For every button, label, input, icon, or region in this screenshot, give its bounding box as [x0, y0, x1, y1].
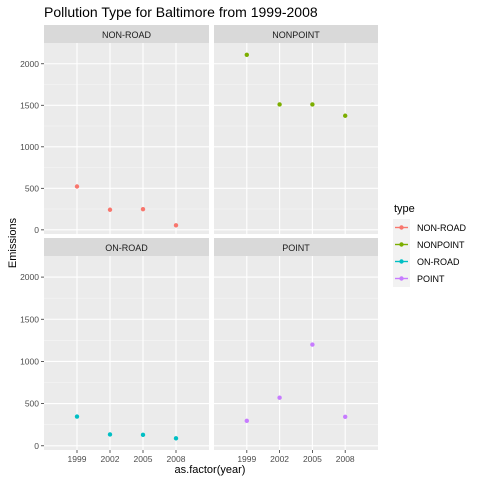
- data-point: [173, 223, 179, 228]
- panel-nonpoint: NONPOINT: [214, 25, 378, 234]
- x-tick-label: 2008: [336, 454, 355, 464]
- facet-strip: [214, 238, 378, 256]
- legend-point: [399, 225, 404, 230]
- panel-on-road: ON-ROAD: [44, 238, 209, 450]
- facet-strip: [214, 25, 378, 43]
- data-point: [74, 184, 80, 189]
- data-point: [244, 52, 249, 57]
- x-tick-label: 1999: [68, 454, 87, 464]
- data-point: [343, 113, 348, 118]
- x-axis-ticks: 1999 2002 2005 2008 1999 2002 2005 2008: [68, 450, 355, 464]
- data-point: [140, 206, 146, 212]
- y-tick-label: 500: [25, 183, 39, 193]
- panel-background: [214, 43, 378, 234]
- legend: type NON-ROAD NONPOINT ON-ROAD POINT: [393, 203, 466, 287]
- y-tick-label: 500: [25, 399, 39, 409]
- legend-entry: NON-ROAD: [393, 219, 466, 236]
- legend-point: [399, 242, 404, 247]
- data-point: [343, 414, 348, 419]
- facet-strip-label: NONPOINT: [272, 30, 320, 40]
- data-point: [140, 432, 146, 438]
- panel-point: POINT: [214, 238, 378, 450]
- legend-label: NON-ROAD: [417, 223, 466, 233]
- y-tick-label: 2000: [20, 59, 39, 69]
- facet-panels: NON-ROAD NONPOINT ON-ROAD POINT: [44, 25, 378, 450]
- x-tick-label: 2008: [167, 454, 186, 464]
- legend-label: ON-ROAD: [417, 257, 460, 267]
- chart-title: Pollution Type for Baltimore from 1999-2…: [44, 4, 318, 20]
- facet-strip: [44, 25, 209, 43]
- panel-non-road: NON-ROAD: [44, 25, 209, 234]
- legend-label: NONPOINT: [417, 240, 465, 250]
- panel-background: [44, 256, 209, 450]
- y-tick-label: 1000: [20, 142, 39, 152]
- y-axis-label: Emissions: [7, 217, 19, 268]
- panel-background: [214, 256, 378, 450]
- legend-title: type: [394, 203, 415, 215]
- y-tick-label: 1000: [20, 356, 39, 366]
- facet-strip-label: POINT: [282, 243, 310, 253]
- legend-entry: NONPOINT: [393, 236, 465, 253]
- y-tick-label: 1500: [20, 314, 39, 324]
- y-tick-label: 2000: [20, 272, 39, 282]
- y-tick-label: 0: [34, 225, 39, 235]
- data-point: [310, 342, 315, 347]
- x-tick-label: 2002: [270, 454, 289, 464]
- data-point: [173, 436, 179, 441]
- data-point: [107, 207, 113, 212]
- legend-label: POINT: [417, 274, 445, 284]
- x-tick-label: 2005: [134, 454, 153, 464]
- panel-background: [44, 43, 209, 234]
- data-point: [277, 102, 282, 107]
- data-point: [74, 414, 80, 419]
- data-point: [310, 102, 315, 107]
- x-tick-label: 1999: [237, 454, 256, 464]
- legend-entry: ON-ROAD: [393, 253, 460, 270]
- x-tick-label: 2005: [303, 454, 322, 464]
- data-point: [277, 395, 282, 400]
- y-axis-ticks: 0 500 1000 1500 2000 0 500 1000 1500 2000: [20, 59, 44, 451]
- legend-point: [399, 259, 404, 264]
- facet-strip-label: NON-ROAD: [102, 30, 151, 40]
- x-tick-label: 2002: [101, 454, 120, 464]
- legend-entry: POINT: [393, 270, 445, 287]
- facet-strip: [44, 238, 209, 256]
- y-tick-label: 1500: [20, 100, 39, 110]
- data-point: [107, 432, 113, 437]
- data-point: [244, 418, 249, 424]
- y-tick-label: 0: [34, 441, 39, 451]
- legend-point: [399, 276, 404, 281]
- x-axis-label: as.factor(year): [175, 464, 246, 476]
- facet-strip-label: ON-ROAD: [105, 243, 148, 253]
